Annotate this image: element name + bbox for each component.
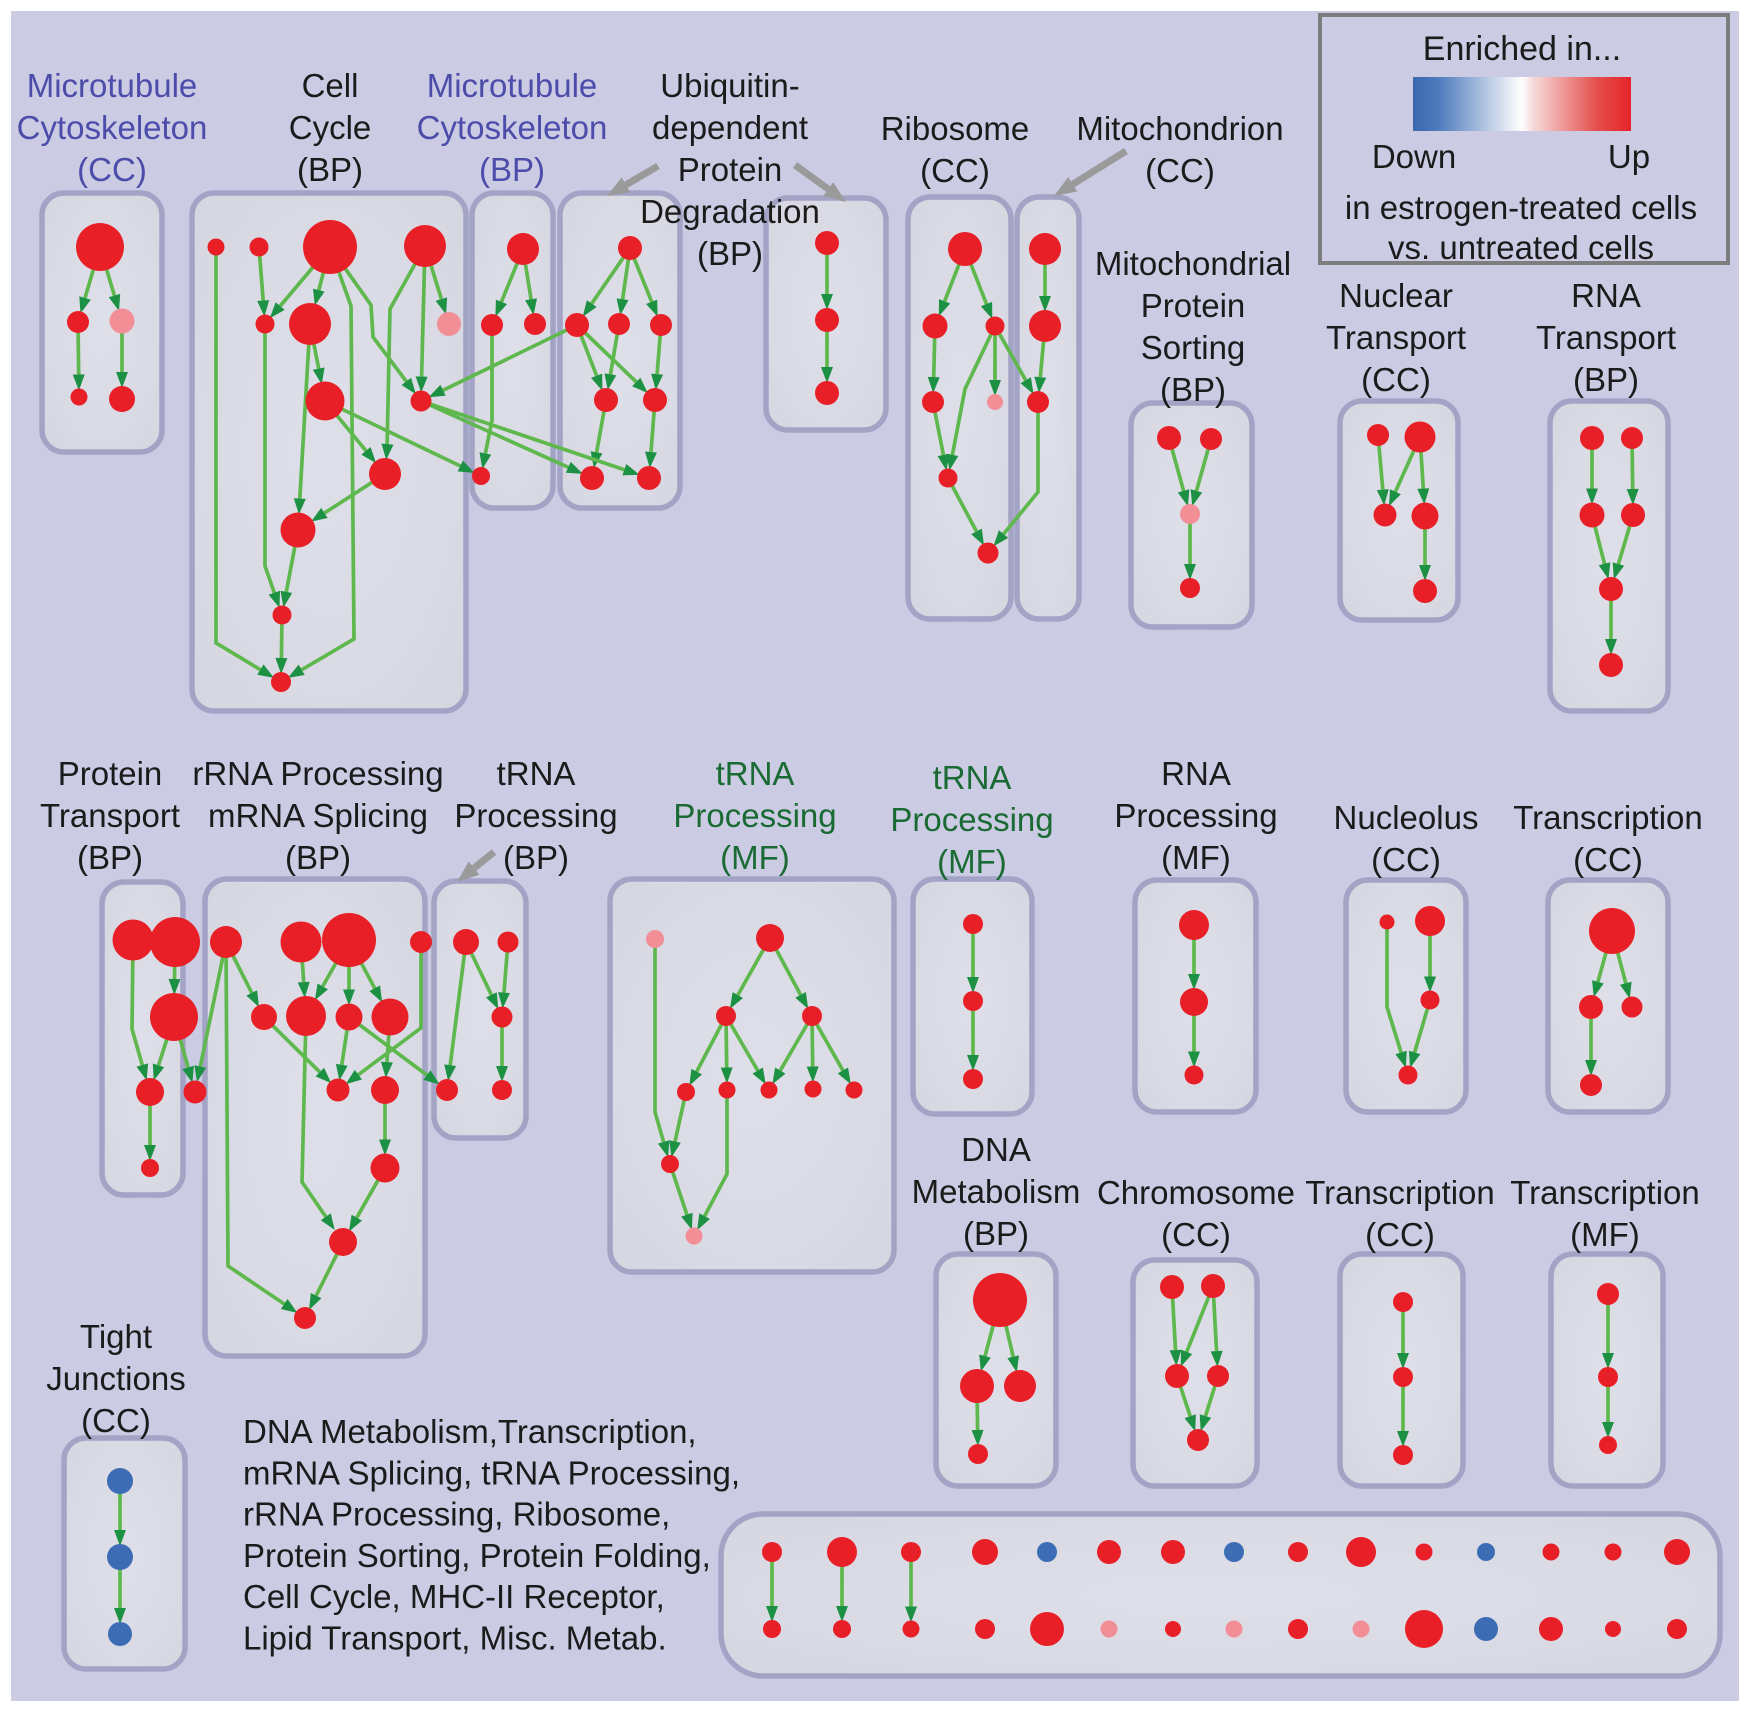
svg-text:(CC): (CC) — [1145, 152, 1215, 189]
svg-text:Transport: Transport — [40, 797, 180, 834]
svg-text:(BP): (BP) — [963, 1215, 1029, 1252]
svg-text:Tight: Tight — [80, 1318, 152, 1355]
svg-text:Transcription: Transcription — [1510, 1174, 1700, 1211]
svg-text:Cell Cycle, MHC-II Receptor,: Cell Cycle, MHC-II Receptor, — [243, 1578, 665, 1615]
svg-text:(BP): (BP) — [285, 839, 351, 876]
svg-text:(MF): (MF) — [1570, 1216, 1640, 1253]
svg-text:Processing: Processing — [1114, 797, 1277, 834]
svg-text:Processing: Processing — [454, 797, 617, 834]
svg-text:rRNA Processing, Ribosome,: rRNA Processing, Ribosome, — [243, 1496, 670, 1533]
svg-text:(CC): (CC) — [77, 151, 147, 188]
svg-text:Mitochondrial: Mitochondrial — [1095, 245, 1291, 282]
svg-text:(MF): (MF) — [1161, 839, 1231, 876]
svg-text:mRNA Splicing: mRNA Splicing — [208, 797, 428, 834]
svg-text:(CC): (CC) — [81, 1402, 151, 1439]
svg-text:Protein: Protein — [1141, 287, 1246, 324]
svg-text:dependent: dependent — [652, 109, 808, 146]
svg-text:Transcription: Transcription — [1513, 799, 1703, 836]
svg-text:Junctions: Junctions — [46, 1360, 185, 1397]
svg-text:Cycle: Cycle — [289, 109, 372, 146]
svg-text:(MF): (MF) — [937, 843, 1007, 880]
svg-text:Processing: Processing — [673, 797, 836, 834]
svg-text:Ribosome: Ribosome — [881, 110, 1030, 147]
svg-text:Cytoskeleton: Cytoskeleton — [17, 109, 208, 146]
svg-text:RNA: RNA — [1571, 277, 1641, 314]
svg-text:Metabolism: Metabolism — [912, 1173, 1081, 1210]
svg-text:Protein: Protein — [58, 755, 163, 792]
svg-text:(BP): (BP) — [297, 151, 363, 188]
svg-text:tRNA: tRNA — [716, 755, 795, 792]
svg-text:(CC): (CC) — [1361, 361, 1431, 398]
svg-text:Microtubule: Microtubule — [27, 67, 198, 104]
svg-text:Microtubule: Microtubule — [427, 67, 598, 104]
svg-text:(CC): (CC) — [1161, 1216, 1231, 1253]
svg-text:Protein Sorting, Protein Foldi: Protein Sorting, Protein Folding, — [243, 1537, 711, 1574]
svg-text:Ubiquitin-: Ubiquitin- — [660, 67, 799, 104]
svg-text:Protein: Protein — [678, 151, 783, 188]
svg-text:vs. untreated cells: vs. untreated cells — [1388, 229, 1654, 266]
svg-text:mRNA Splicing, tRNA Processing: mRNA Splicing, tRNA Processing, — [243, 1454, 740, 1491]
svg-text:Nuclear: Nuclear — [1339, 277, 1453, 314]
svg-text:Processing: Processing — [890, 801, 1053, 838]
svg-text:(BP): (BP) — [479, 151, 545, 188]
svg-text:rRNA Processing: rRNA Processing — [192, 755, 443, 792]
svg-text:tRNA: tRNA — [497, 755, 576, 792]
svg-text:(CC): (CC) — [1365, 1216, 1435, 1253]
svg-text:Chromosome: Chromosome — [1097, 1174, 1295, 1211]
svg-text:tRNA: tRNA — [933, 759, 1012, 796]
svg-text:(CC): (CC) — [1573, 841, 1643, 878]
svg-text:Nucleolus: Nucleolus — [1334, 799, 1479, 836]
svg-text:(BP): (BP) — [77, 839, 143, 876]
svg-text:Mitochondrion: Mitochondrion — [1076, 110, 1283, 147]
svg-text:RNA: RNA — [1161, 755, 1231, 792]
svg-text:Degradation: Degradation — [640, 193, 820, 230]
svg-text:(BP): (BP) — [697, 235, 763, 272]
svg-text:Down: Down — [1372, 138, 1456, 175]
svg-text:DNA Metabolism,Transcription,: DNA Metabolism,Transcription, — [243, 1413, 697, 1450]
svg-text:(CC): (CC) — [1371, 841, 1441, 878]
svg-text:Transport: Transport — [1326, 319, 1466, 356]
svg-text:in estrogen-treated cells: in estrogen-treated cells — [1345, 189, 1697, 226]
svg-text:Cell: Cell — [302, 67, 359, 104]
svg-text:Up: Up — [1608, 138, 1650, 175]
svg-text:(MF): (MF) — [720, 839, 790, 876]
svg-text:DNA: DNA — [961, 1131, 1031, 1168]
svg-text:Sorting: Sorting — [1141, 329, 1246, 366]
svg-text:(CC): (CC) — [920, 152, 990, 189]
svg-text:(BP): (BP) — [503, 839, 569, 876]
svg-text:Transport: Transport — [1536, 319, 1676, 356]
svg-text:Cytoskeleton: Cytoskeleton — [417, 109, 608, 146]
svg-text:Enriched in...: Enriched in... — [1423, 30, 1621, 68]
svg-text:Transcription: Transcription — [1305, 1174, 1495, 1211]
svg-text:Lipid Transport, Misc. Metab.: Lipid Transport, Misc. Metab. — [243, 1620, 667, 1657]
svg-text:(BP): (BP) — [1573, 361, 1639, 398]
svg-text:(BP): (BP) — [1160, 371, 1226, 408]
